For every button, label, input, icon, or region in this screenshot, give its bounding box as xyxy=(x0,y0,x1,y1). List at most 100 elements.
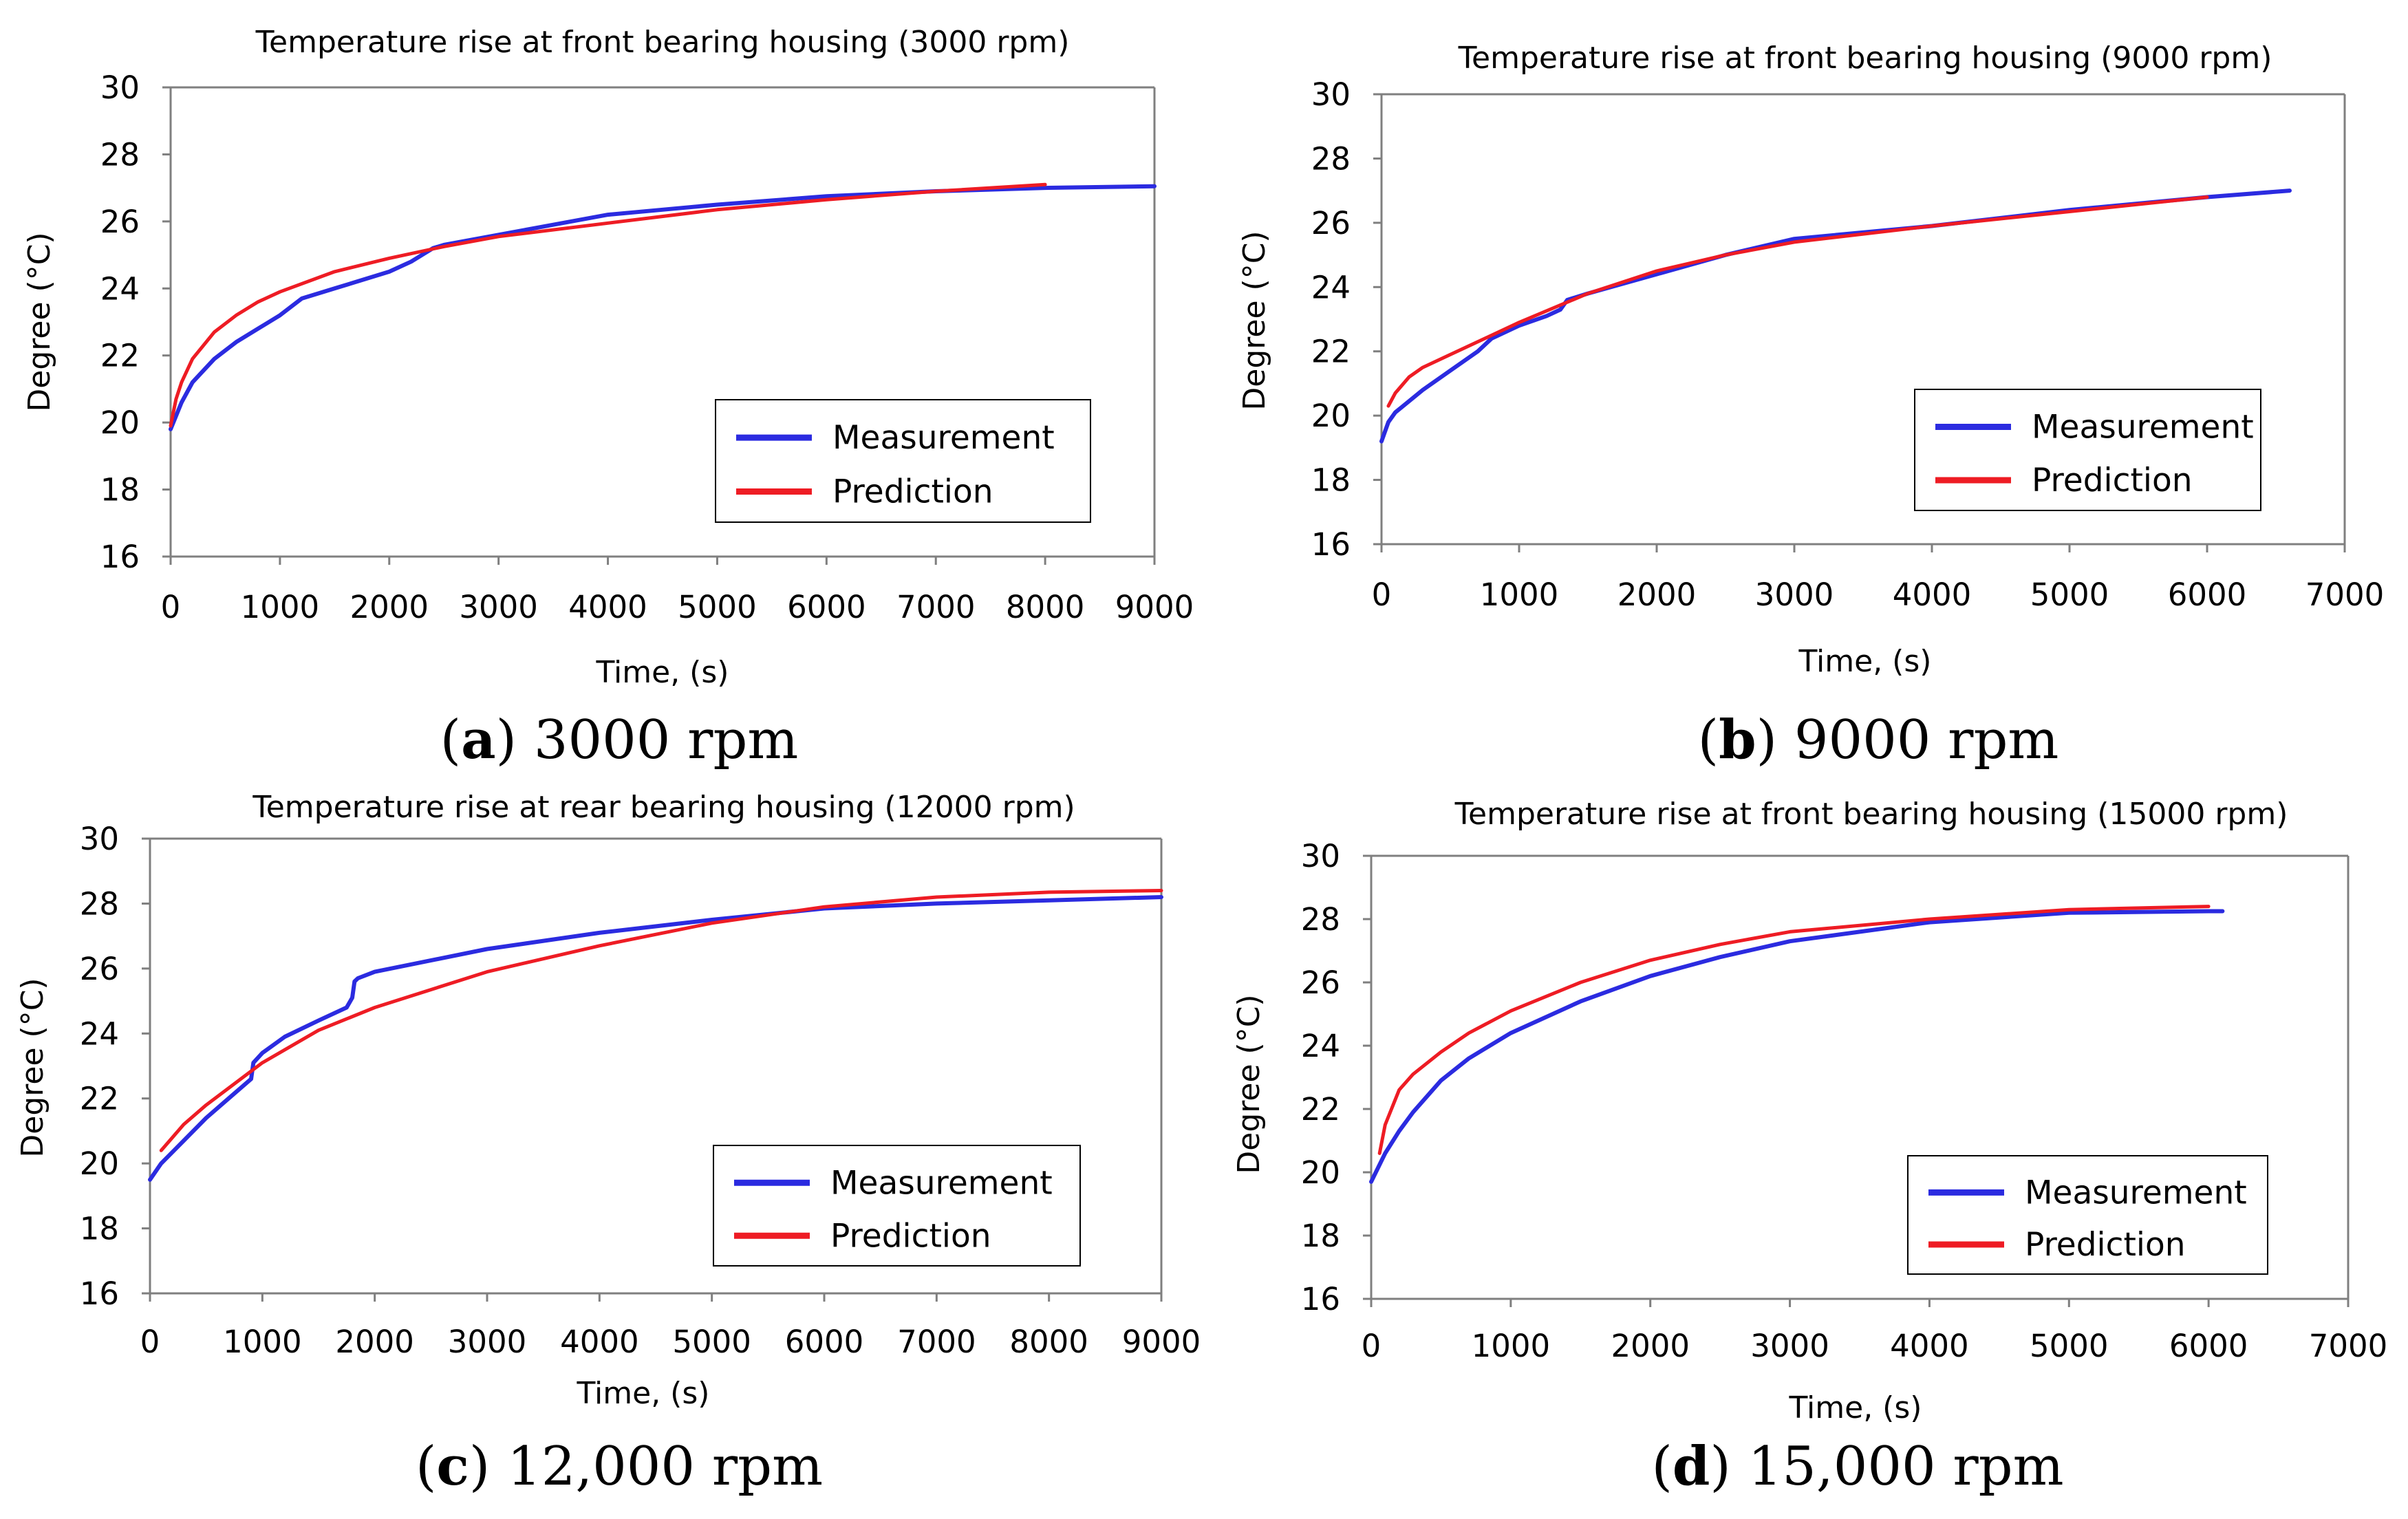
x-tick-label: 6000 xyxy=(785,1324,864,1360)
y-tick-label: 16 xyxy=(100,539,140,575)
x-tick-label: 5000 xyxy=(2030,577,2109,613)
series-line-prediction xyxy=(169,182,1047,428)
x-tick-label: 6000 xyxy=(2169,1328,2248,1364)
legend-box xyxy=(713,1145,1081,1267)
legend: Measurement Prediction xyxy=(1914,389,2261,511)
subfigure-caption: (b) 9000 rpm xyxy=(1698,709,2059,771)
y-tick-label: 22 xyxy=(1311,334,1351,370)
x-tick-label: 0 xyxy=(1372,577,1392,613)
subfigure-caption: (c) 12,000 rpm xyxy=(416,1435,823,1498)
chart-title: Temperature rise at front bearing housin… xyxy=(255,25,1070,60)
subfigure-caption: (d) 15,000 rpm xyxy=(1651,1435,2063,1498)
chart-title: Temperature rise at front bearing housin… xyxy=(1454,797,2288,832)
y-tick-label: 20 xyxy=(1301,1154,1340,1191)
x-tick-label: 5000 xyxy=(2030,1328,2109,1364)
legend-box xyxy=(1914,389,2261,511)
legend-box xyxy=(1907,1155,2268,1275)
y-tick-label: 16 xyxy=(1311,526,1351,563)
legend-label-prediction: Prediction xyxy=(2032,462,2193,499)
x-tick-label: 4000 xyxy=(560,1324,639,1360)
series-line-prediction xyxy=(1377,905,2211,1155)
legend-label-measurement: Measurement xyxy=(832,419,1055,457)
legend-label-prediction: Prediction xyxy=(830,1217,991,1255)
x-tick-label: 1000 xyxy=(1472,1328,1551,1364)
x-tick-label: 3000 xyxy=(459,589,538,625)
x-tick-label: 0 xyxy=(140,1324,160,1360)
x-axis-title: Time, (s) xyxy=(596,655,729,690)
chart-a: Temperature rise at front bearing housin… xyxy=(22,25,1194,771)
x-tick-label: 9000 xyxy=(1115,589,1194,625)
series-line-prediction xyxy=(159,889,1163,1152)
y-tick-label: 28 xyxy=(80,885,119,922)
chart-title: Temperature rise at front bearing housin… xyxy=(1458,41,2272,76)
legend-label-measurement: Measurement xyxy=(830,1164,1053,1202)
y-tick-label: 24 xyxy=(1301,1028,1340,1064)
legend: Measurement Prediction xyxy=(713,1145,1081,1267)
y-tick-label: 22 xyxy=(1301,1091,1340,1128)
y-tick-label: 28 xyxy=(1311,140,1351,177)
y-tick-label: 18 xyxy=(1301,1218,1340,1254)
x-axis-title: Time, (s) xyxy=(1789,1390,1922,1425)
y-tick-label: 26 xyxy=(100,204,140,240)
y-tick-label: 18 xyxy=(1311,462,1351,499)
legend: Measurement Prediction xyxy=(1907,1155,2268,1275)
y-axis-title: Degree (°C) xyxy=(1232,994,1267,1174)
series-line-prediction xyxy=(1386,195,2209,408)
x-tick-label: 1000 xyxy=(223,1324,302,1360)
x-tick-label: 2000 xyxy=(1611,1328,1690,1364)
y-tick-label: 26 xyxy=(1301,965,1340,1001)
y-tick-label: 22 xyxy=(80,1081,119,1117)
y-tick-label: 28 xyxy=(100,136,140,173)
y-tick-label: 18 xyxy=(80,1211,119,1247)
x-tick-label: 4000 xyxy=(1893,577,1972,613)
y-tick-label: 22 xyxy=(100,338,140,374)
y-tick-label: 16 xyxy=(1301,1281,1340,1317)
x-tick-label: 3000 xyxy=(1755,577,1834,613)
x-tick-label: 5000 xyxy=(678,589,757,625)
x-tick-label: 8000 xyxy=(1006,589,1085,625)
x-tick-label: 3000 xyxy=(448,1324,527,1360)
x-tick-label: 2000 xyxy=(350,589,429,625)
series-line-measurement xyxy=(169,184,1157,431)
x-tick-label: 4000 xyxy=(1890,1328,1969,1364)
x-tick-label: 4000 xyxy=(568,589,647,625)
y-tick-label: 30 xyxy=(1311,76,1351,113)
x-tick-label: 7000 xyxy=(2305,577,2385,613)
y-axis-title: Degree (°C) xyxy=(1237,230,1272,410)
y-tick-label: 24 xyxy=(80,1015,119,1052)
y-tick-label: 20 xyxy=(1311,398,1351,434)
x-tick-label: 7000 xyxy=(2309,1328,2388,1364)
legend-label-measurement: Measurement xyxy=(2032,409,2254,446)
chart-b: Temperature rise at front bearing housin… xyxy=(1237,41,2384,771)
x-tick-label: 7000 xyxy=(896,589,976,625)
y-tick-label: 28 xyxy=(1301,901,1340,938)
legend-box xyxy=(715,399,1091,523)
y-axis-title: Degree (°C) xyxy=(15,978,50,1157)
x-tick-label: 0 xyxy=(161,589,181,625)
x-tick-label: 9000 xyxy=(1122,1324,1201,1360)
y-tick-label: 20 xyxy=(100,405,140,441)
y-tick-label: 16 xyxy=(80,1275,119,1312)
subfigure-caption: (a) 3000 rpm xyxy=(440,709,799,771)
x-axis-title: Time, (s) xyxy=(577,1376,710,1411)
x-tick-label: 6000 xyxy=(2168,577,2247,613)
y-tick-label: 24 xyxy=(1311,269,1351,305)
y-tick-label: 30 xyxy=(1301,838,1340,874)
x-tick-label: 1000 xyxy=(1480,577,1559,613)
y-tick-label: 26 xyxy=(80,951,119,987)
legend: Measurement Prediction xyxy=(715,399,1091,523)
x-tick-label: 5000 xyxy=(672,1324,751,1360)
y-tick-label: 24 xyxy=(100,270,140,307)
x-tick-label: 6000 xyxy=(787,589,866,625)
x-tick-label: 2000 xyxy=(1617,577,1697,613)
x-tick-label: 1000 xyxy=(241,589,320,625)
chart-c: Temperature rise at rear bearing housing… xyxy=(15,790,1201,1498)
legend-label-measurement: Measurement xyxy=(2025,1174,2247,1211)
chart-title: Temperature rise at rear bearing housing… xyxy=(252,790,1075,825)
x-tick-label: 7000 xyxy=(897,1324,976,1360)
y-tick-label: 30 xyxy=(100,69,140,106)
y-tick-label: 18 xyxy=(100,472,140,508)
y-tick-label: 20 xyxy=(80,1145,119,1182)
x-tick-label: 3000 xyxy=(1750,1328,1829,1364)
y-axis-title: Degree (°C) xyxy=(22,232,57,411)
